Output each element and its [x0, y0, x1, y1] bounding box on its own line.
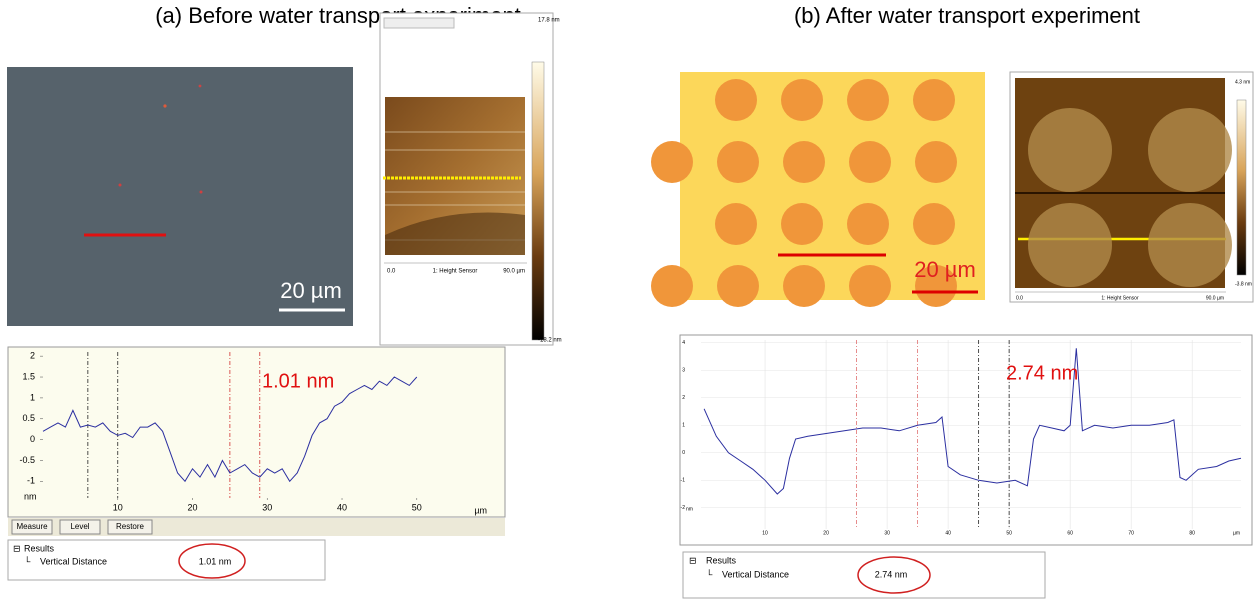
afm-image: 4.3 nm -3.8 nm 0.0 1: Height Sensor 90.0…	[1010, 72, 1253, 302]
tree-branch: └	[24, 555, 31, 566]
x-axis-label: µm	[474, 505, 487, 515]
x-tick-label: 30	[262, 502, 272, 512]
axis-start: 0.0	[387, 269, 396, 275]
figure: (a) Before water transport experiment (b…	[0, 0, 1256, 601]
dot	[717, 141, 759, 183]
channel-label: 1: Height Sensor	[1101, 295, 1139, 301]
dot	[783, 265, 825, 307]
axis-end: 90.0 µm	[1206, 295, 1224, 301]
afm-image: 17.8 nm -18.2 nm 0.0 1: Height Sensor 90…	[380, 13, 562, 345]
y-tick-label: 0	[30, 434, 35, 444]
afm-disc	[1028, 108, 1112, 192]
scale-bar-label: 20 µm	[914, 257, 976, 282]
expander[interactable]: ⊟	[689, 555, 697, 565]
x-tick-label: 40	[945, 530, 951, 536]
dot	[915, 141, 957, 183]
afm-disc	[1028, 203, 1112, 287]
y-tick-label: 1	[30, 392, 35, 402]
dot	[781, 203, 823, 245]
annotation: 2.74 nm	[1006, 362, 1078, 384]
button-label[interactable]: Level	[70, 522, 89, 531]
y-tick-label: -1	[681, 478, 686, 484]
colorbar-max: 17.8 nm	[538, 18, 560, 24]
dot	[847, 203, 889, 245]
results-heading: Results	[24, 543, 55, 553]
colorbar-min: -3.8 nm	[1235, 281, 1252, 287]
x-tick-label: 10	[762, 530, 768, 536]
y-tick-label: -2	[681, 505, 686, 511]
y-tick-label: 4	[682, 340, 685, 346]
dot	[715, 203, 757, 245]
scale-bar-label: 20 µm	[280, 278, 342, 303]
x-tick-label: 10	[113, 502, 123, 512]
dot	[715, 79, 757, 121]
y-tick-label: 0	[682, 450, 685, 456]
x-tick-label: 60	[1067, 530, 1073, 536]
button-label[interactable]: Restore	[116, 522, 145, 531]
dot	[849, 141, 891, 183]
y-tick-label: 3	[682, 368, 685, 374]
colorbar-max: 4.3 nm	[1235, 79, 1250, 85]
y-tick-label: -0.5	[19, 455, 35, 465]
y-tick-label: 1.5	[22, 371, 35, 381]
axis-start: 0.0	[1016, 295, 1023, 301]
y-tick-label: 2	[30, 351, 35, 361]
x-tick-label: 20	[188, 502, 198, 512]
y-tick-label: -1	[27, 476, 35, 486]
dot	[847, 79, 889, 121]
results-heading: Results	[706, 555, 737, 565]
axis-end: 90.0 µm	[503, 269, 525, 275]
dot	[849, 265, 891, 307]
dot	[651, 141, 693, 183]
y-axis-label: nm	[24, 491, 37, 501]
afm-disc	[1148, 203, 1232, 287]
results-value: 2.74 nm	[875, 569, 908, 579]
dot	[781, 79, 823, 121]
x-tick-label: 80	[1189, 530, 1195, 536]
afm-disc	[1148, 108, 1232, 192]
annotation: 1.01 nm	[262, 370, 334, 392]
dot	[651, 265, 693, 307]
y-tick-label: 0.5	[22, 413, 35, 423]
micrograph: 20 µm	[7, 67, 353, 326]
x-tick-label: 50	[412, 502, 422, 512]
expander[interactable]: ⊟	[13, 543, 21, 553]
x-tick-label: 40	[337, 502, 347, 512]
colorbar-min: -18.2 nm	[538, 338, 562, 344]
button-row: Measure Level Restore	[8, 518, 505, 536]
tree-branch: └	[706, 568, 713, 579]
dot	[913, 203, 955, 245]
x-tick-label: 70	[1128, 530, 1134, 536]
x-tick-label: 30	[884, 530, 890, 536]
chart-frame	[680, 335, 1252, 545]
panel-title: (b) After water transport experiment	[794, 3, 1140, 28]
x-axis-label: µm	[1233, 530, 1240, 536]
results-box: ⊟ Results └ Vertical Distance 1.01 nm	[8, 540, 325, 580]
page: { "panel_a": {"title": "(a) Before water…	[0, 0, 1256, 601]
x-tick-label: 20	[823, 530, 829, 536]
x-tick-label: 50	[1006, 530, 1012, 536]
y-tick-label: 1	[682, 423, 685, 429]
channel-label: 1: Height Sensor	[433, 269, 478, 275]
y-axis-label: nm	[686, 506, 693, 512]
results-item: Vertical Distance	[722, 569, 789, 579]
results-box: ⊟ Results └ Vertical Distance 2.74 nm	[683, 552, 1045, 598]
results-item: Vertical Distance	[40, 556, 107, 566]
dot	[717, 265, 759, 307]
results-value: 1.01 nm	[199, 556, 232, 566]
dot	[783, 141, 825, 183]
button-label[interactable]: Measure	[16, 522, 48, 531]
y-tick-label: 2	[682, 395, 685, 401]
chart-frame	[8, 347, 505, 517]
dot	[913, 79, 955, 121]
